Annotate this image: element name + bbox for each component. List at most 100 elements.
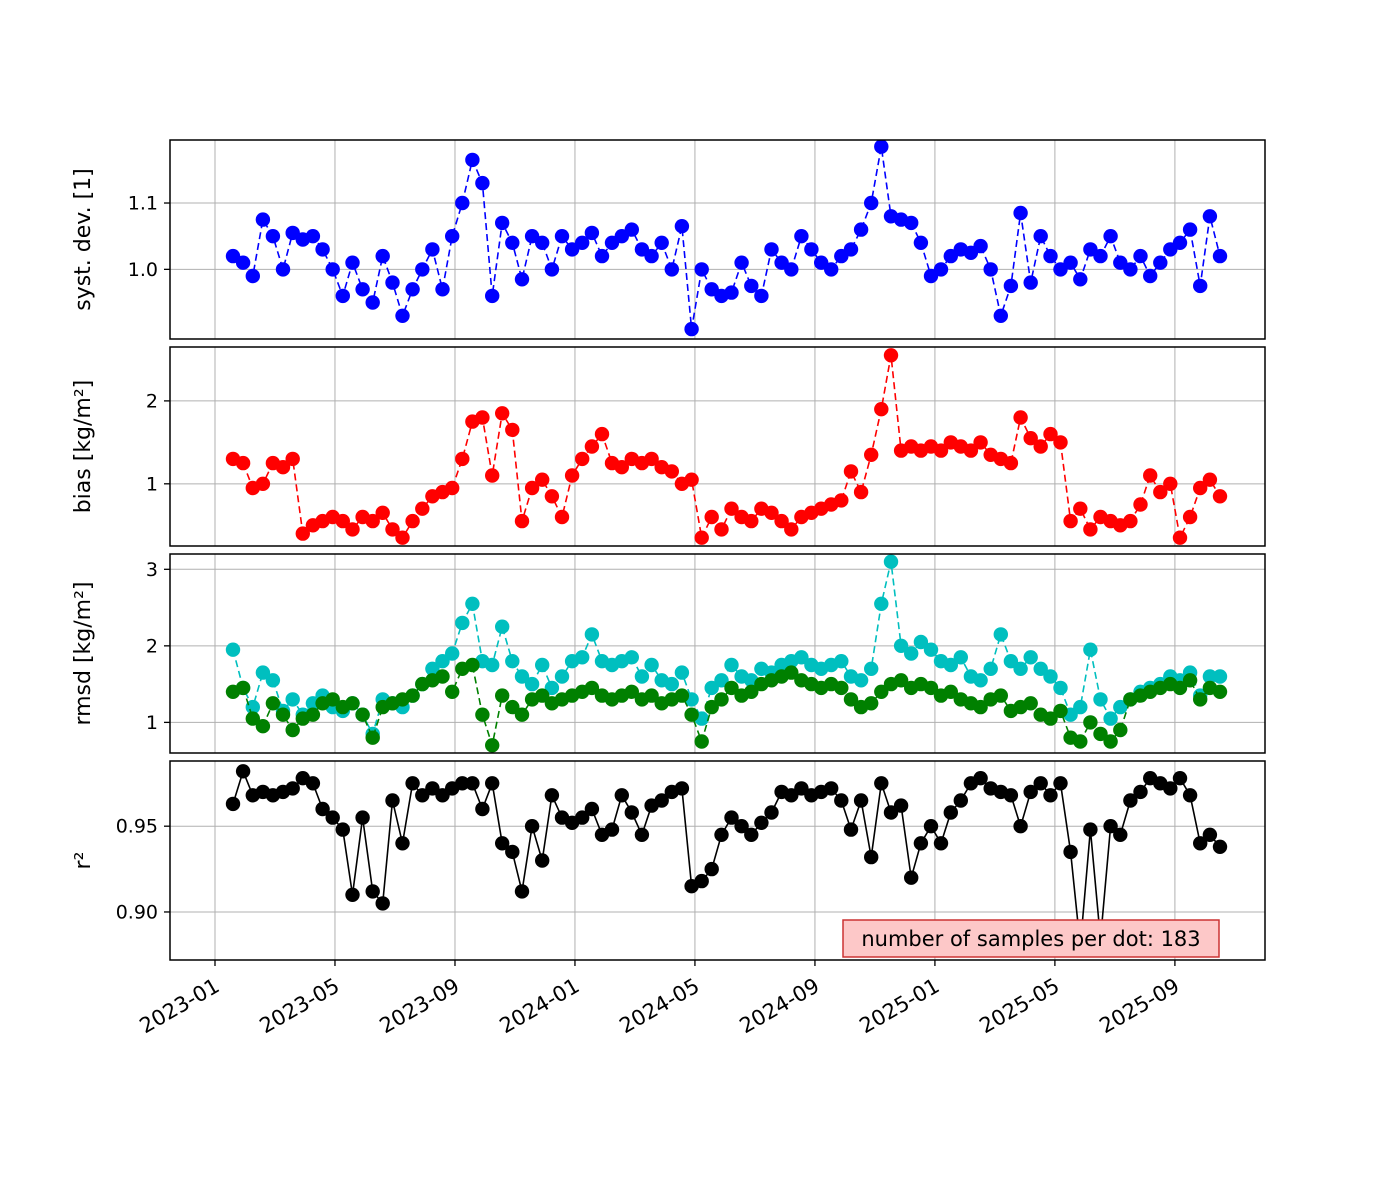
- data-point: [455, 195, 470, 211]
- data-point: [1113, 722, 1128, 738]
- series-syst_dev-markers: [225, 140, 1228, 337]
- data-point: [674, 219, 690, 234]
- data-point: [495, 688, 510, 703]
- data-point: [295, 526, 310, 541]
- panel-3-border: [169, 760, 1266, 961]
- data-point: [694, 262, 709, 277]
- data-point: [395, 836, 410, 851]
- ytick-label: 1: [146, 473, 158, 495]
- data-point: [654, 235, 669, 250]
- data-point: [973, 673, 988, 688]
- data-point: [365, 513, 380, 529]
- data-point: [505, 654, 520, 669]
- panel-2-plot-area: [225, 554, 1228, 753]
- data-point: [535, 853, 550, 868]
- data-point: [664, 262, 679, 277]
- data-point: [684, 321, 699, 337]
- data-point: [853, 222, 869, 237]
- data-point: [943, 805, 958, 820]
- data-point: [624, 222, 639, 237]
- data-point: [564, 468, 580, 483]
- data-point: [634, 669, 650, 684]
- data-point: [1153, 484, 1168, 500]
- data-point: [834, 793, 849, 808]
- data-point: [455, 615, 470, 631]
- data-point: [933, 443, 949, 458]
- data-point: [465, 776, 480, 791]
- series-rmsd_debiased: [225, 657, 1228, 753]
- data-point: [714, 673, 729, 688]
- data-point: [485, 288, 500, 304]
- data-point: [883, 348, 899, 363]
- data-point: [1143, 268, 1158, 284]
- data-point: [325, 810, 340, 825]
- data-point: [1163, 781, 1178, 796]
- ytick-label: 0.95: [116, 816, 158, 838]
- data-point: [365, 884, 380, 899]
- data-point: [1193, 480, 1208, 496]
- data-point: [1163, 476, 1178, 491]
- data-point: [465, 657, 480, 673]
- data-point: [1202, 472, 1218, 487]
- panel-0: 1.0 1.1 syst. dev. [1]: [71, 139, 1266, 340]
- series-r_squared: [225, 764, 1228, 954]
- data-point: [1073, 501, 1088, 516]
- data-point: [634, 827, 650, 842]
- data-point: [514, 272, 530, 287]
- data-point: [505, 699, 520, 715]
- data-point: [674, 665, 690, 680]
- data-point: [524, 480, 540, 496]
- data-point: [275, 262, 291, 277]
- data-point: [325, 692, 340, 707]
- data-point: [435, 282, 450, 297]
- data-point: [265, 229, 281, 244]
- data-point: [834, 654, 849, 669]
- panel-0-yticks: 1.0 1.1: [128, 193, 170, 281]
- data-point: [485, 738, 500, 753]
- data-point: [514, 669, 530, 684]
- data-point: [1182, 222, 1198, 237]
- data-point: [1182, 673, 1198, 688]
- data-point: [843, 242, 859, 257]
- data-point: [1073, 272, 1088, 287]
- data-point: [315, 801, 330, 817]
- data-point: [1083, 715, 1098, 730]
- ytick-label: 1.0: [128, 259, 158, 281]
- data-point: [764, 505, 779, 520]
- data-point: [1053, 262, 1068, 277]
- data-point: [485, 657, 500, 673]
- data-point: [724, 680, 739, 696]
- data-point: [535, 657, 550, 673]
- series-bias: [225, 348, 1228, 545]
- data-point: [1193, 278, 1208, 294]
- data-point: [1023, 431, 1038, 446]
- data-point: [624, 805, 639, 820]
- data-point: [355, 810, 370, 825]
- panel-3-yticks: 0.90 0.95: [116, 816, 170, 923]
- data-point: [1013, 205, 1028, 221]
- panel-3-plot-area: [225, 764, 1228, 954]
- data-point: [1103, 734, 1118, 749]
- data-point: [455, 451, 470, 467]
- data-point: [1053, 703, 1068, 719]
- data-point: [1193, 692, 1208, 707]
- annotation-text: number of samples per dot: 183: [861, 927, 1200, 951]
- data-point: [893, 798, 909, 813]
- panel-2-background: [170, 554, 1265, 753]
- data-point: [664, 464, 679, 479]
- data-point: [235, 455, 251, 471]
- data-point: [345, 696, 360, 711]
- data-point: [385, 522, 400, 537]
- data-point: [734, 819, 749, 834]
- data-point: [594, 426, 610, 442]
- panel-1-border: [169, 346, 1266, 547]
- data-point: [933, 836, 949, 851]
- data-point: [594, 248, 610, 264]
- data-point: [335, 822, 350, 837]
- data-point: [983, 262, 998, 277]
- data-point: [405, 282, 420, 297]
- data-point: [275, 707, 291, 722]
- data-point: [724, 810, 739, 825]
- data-point: [514, 513, 530, 529]
